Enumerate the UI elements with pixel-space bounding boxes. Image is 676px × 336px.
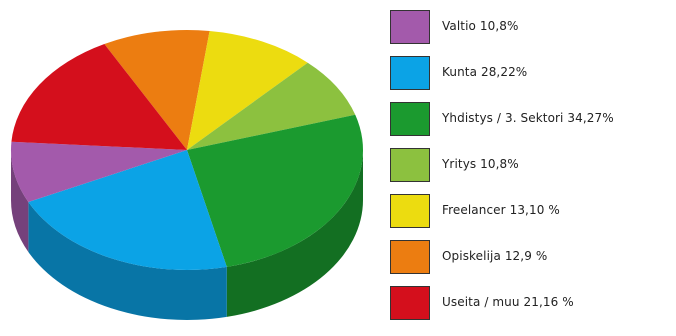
legend-label-useita: Useita / muu 21,16 %	[442, 295, 574, 309]
legend-label-opiskelija: Opiskelija 12,9 %	[442, 249, 548, 263]
pie-slice-valtio	[11, 141, 188, 202]
legend-swatch-freelancer	[390, 194, 430, 228]
chart-legend: Valtio 10,8% Kunta 28,22% Yhdistys / 3. …	[390, 10, 676, 332]
pie-side-kunta	[28, 201, 227, 320]
legend-swatch-valtio	[390, 10, 430, 44]
legend-item-valtio: Valtio 10,8%	[390, 10, 676, 56]
legend-label-kunta: Kunta 28,22%	[442, 65, 528, 79]
legend-swatch-yhdistys	[390, 102, 430, 136]
legend-swatch-yritys	[390, 148, 430, 182]
pie-chart-svg	[11, 30, 364, 320]
pie-slice-useita-muu	[11, 44, 188, 150]
pie-slice-kunta	[28, 150, 227, 270]
legend-item-freelancer: Freelancer 13,10 %	[390, 194, 676, 240]
legend-label-yritys: Yritys 10,8%	[442, 157, 519, 171]
pie-side-yhdistys-3-sektori	[226, 150, 363, 317]
legend-item-opiskelija: Opiskelija 12,9 %	[390, 240, 676, 286]
legend-item-useita: Useita / muu 21,16 %	[390, 286, 676, 332]
legend-swatch-useita	[390, 286, 430, 320]
legend-swatch-kunta	[390, 56, 430, 90]
legend-label-yhdistys: Yhdistys / 3. Sektori 34,27%	[442, 111, 614, 125]
legend-item-yritys: Yritys 10,8%	[390, 148, 676, 194]
legend-label-valtio: Valtio 10,8%	[442, 19, 519, 33]
pie-slice-yritys	[187, 62, 356, 150]
legend-item-kunta: Kunta 28,22%	[390, 56, 676, 102]
pie-slice-yhdistys-3-sektori	[187, 114, 364, 267]
pie-side-valtio	[11, 150, 29, 252]
legend-item-yhdistys: Yhdistys / 3. Sektori 34,27%	[390, 102, 676, 148]
pie-slice-opiskelija	[104, 30, 210, 150]
pie-slice-freelancer	[187, 30, 308, 150]
legend-label-freelancer: Freelancer 13,10 %	[442, 203, 560, 217]
legend-swatch-opiskelija	[390, 240, 430, 274]
